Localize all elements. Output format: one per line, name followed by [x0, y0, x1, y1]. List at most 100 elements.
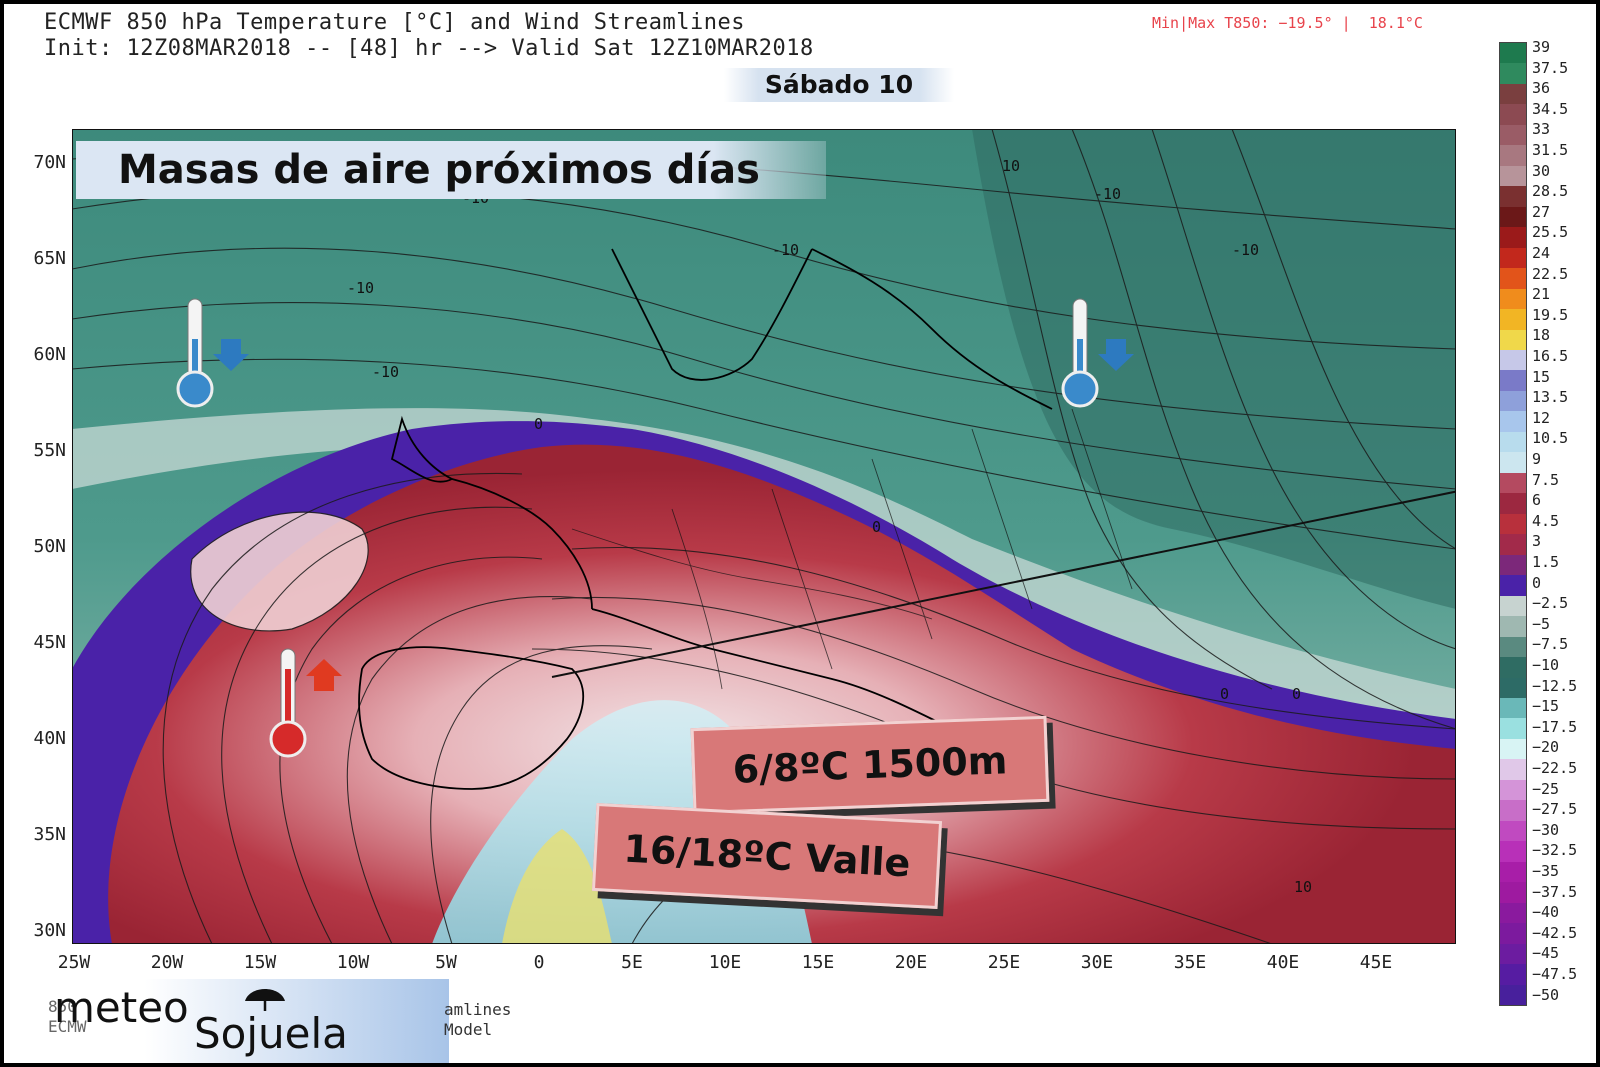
figure-canvas: ECMWF 850 hPa Temperature [°C] and Wind … [4, 4, 1596, 1063]
colorbar-swatch [1500, 923, 1526, 945]
colorbar-tick-label: 4.5 [1532, 511, 1560, 530]
contour-label: 0 [1220, 685, 1229, 703]
lon-label: 10W [336, 952, 370, 973]
colorbar-tick-label: 16.5 [1532, 346, 1569, 365]
colorbar-tick-label: −42.5 [1532, 923, 1578, 942]
umbrella-icon [245, 989, 285, 1011]
colorbar-swatch [1500, 165, 1526, 187]
colorbar-tick-label: 18 [1532, 326, 1551, 345]
colorbar-swatch [1500, 124, 1526, 146]
colorbar-swatch [1500, 759, 1526, 781]
colorbar-tick-label: 6 [1532, 491, 1542, 510]
logo-text-meteo: meteo [54, 983, 189, 1032]
map-title-line2: Init: 12Z08MAR2018 -- [48] hr --> Valid … [44, 36, 814, 61]
temperature-map: 10 -10 -10 -10 -10 -10 -10 0 0 0 0 10 [72, 129, 1456, 944]
colorbar-tick-label: 9 [1532, 449, 1542, 468]
colorbar-tick-label: 13.5 [1532, 388, 1569, 407]
colorbar-tick-label: 21 [1532, 285, 1551, 304]
colorbar-swatch [1500, 861, 1526, 883]
colorbar-tick-label: −35 [1532, 861, 1560, 880]
lon-label: 25E [987, 952, 1021, 973]
colorbar-tick-label: −15 [1532, 697, 1560, 716]
colorbar-swatch [1500, 636, 1526, 658]
colorbar-swatch [1500, 206, 1526, 228]
contour-label: -10 [772, 241, 799, 259]
contour-label: -10 [372, 363, 399, 381]
colorbar-tick-label: −17.5 [1532, 717, 1578, 736]
colorbar-swatch [1500, 718, 1526, 740]
colorbar-swatch [1500, 186, 1526, 208]
colorbar-swatch [1500, 513, 1526, 535]
colorbar-swatch [1500, 984, 1526, 1006]
lat-label: 30N [33, 920, 66, 941]
colorbar-swatch [1500, 370, 1526, 392]
colorbar-tick-label: 15 [1532, 367, 1551, 386]
colorbar-tick-label: 31.5 [1532, 140, 1569, 159]
contour-label: -10 [1232, 241, 1259, 259]
warm-airmass-region [108, 444, 1456, 944]
colorbar-swatch [1500, 431, 1526, 453]
colorbar-tick-label: 36 [1532, 79, 1551, 98]
colorbar-tick-label: 27 [1532, 202, 1551, 221]
colorbar-swatch [1500, 411, 1526, 433]
colorbar-swatch [1500, 329, 1526, 351]
colorbar-tick-label: 25.5 [1532, 223, 1569, 242]
arrow-up-icon [306, 659, 342, 691]
colorbar-tick-label: 12 [1532, 408, 1551, 427]
colorbar-swatch [1500, 83, 1526, 105]
colorbar-swatch [1500, 227, 1526, 249]
colorbar-swatch [1500, 472, 1526, 494]
lon-label: 25W [57, 952, 91, 973]
lon-label: 20W [150, 952, 184, 973]
day-label: Sábado 10 [724, 68, 954, 102]
contour-label: 10 [1002, 157, 1020, 175]
lat-label: 70N [33, 152, 66, 173]
footer-fragment: 850 [48, 997, 77, 1016]
colorbar-swatch [1500, 943, 1526, 965]
contour-label: 0 [1292, 685, 1301, 703]
footer-fragment: ECMW [48, 1017, 87, 1036]
colorbar-swatch [1500, 268, 1526, 290]
colorbar-swatch [1500, 575, 1526, 597]
colorbar-tick-label: 1.5 [1532, 552, 1560, 571]
footer-fragment: Model [444, 1020, 493, 1039]
colorbar-tick-label: 28.5 [1532, 182, 1569, 201]
colorbar-tick-label: −32.5 [1532, 841, 1578, 860]
colorbar-swatch [1500, 820, 1526, 842]
lon-label: 35E [1173, 952, 1207, 973]
coastlines [358, 248, 1053, 790]
colorbar-swatch [1500, 309, 1526, 331]
colorbar-tick-label: −7.5 [1532, 635, 1569, 654]
colorbar-swatch [1500, 288, 1526, 310]
colorbar-tick-label: 37.5 [1532, 58, 1569, 77]
colorbar-tick-label: 19.5 [1532, 305, 1569, 324]
deep-cold-region [972, 129, 1456, 609]
lon-label: 20E [894, 952, 928, 973]
colorbar-tick-label: −5 [1532, 614, 1551, 633]
streamlines [72, 129, 1456, 944]
altitude-temperature-callout: 6/8ºC 1500m [690, 715, 1050, 815]
lat-label: 60N [33, 344, 66, 365]
meteosojuela-logo: 850 ECMW meteo Sojuela [14, 979, 449, 1063]
colorbar-swatch [1500, 738, 1526, 760]
colorbar-swatch [1500, 841, 1526, 863]
colorbar [1499, 42, 1527, 1006]
colorbar-tick-label: −47.5 [1532, 964, 1578, 983]
contour-label: 10 [1294, 878, 1312, 896]
map-title-line1: ECMWF 850 hPa Temperature [°C] and Wind … [44, 10, 746, 35]
colorbar-swatch [1500, 800, 1526, 822]
colorbar-swatch [1500, 595, 1526, 617]
footer-fragment: amlines [444, 1000, 512, 1019]
lon-label: 40E [1266, 952, 1300, 973]
logo-text-sojuela: Sojuela [194, 1009, 348, 1058]
colorbar-tick-label: −2.5 [1532, 594, 1569, 613]
lon-label: 0 [533, 952, 545, 973]
contour-label: 0 [534, 415, 543, 433]
colorbar-tick-label: 22.5 [1532, 264, 1569, 283]
colorbar-swatch [1500, 697, 1526, 719]
colorbar-swatch [1500, 43, 1526, 64]
contour-label: -10 [347, 279, 374, 297]
colorbar-tick-label: −50 [1532, 985, 1560, 1004]
contour-label: 0 [872, 518, 881, 536]
